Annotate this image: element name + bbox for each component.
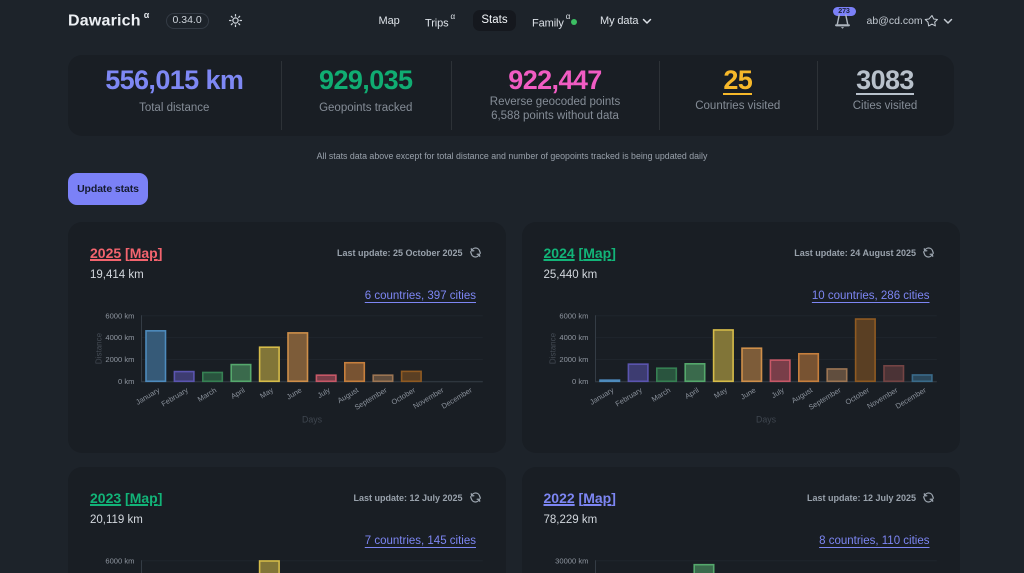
- svg-text:January: January: [134, 385, 161, 406]
- svg-text:Distance: Distance: [95, 332, 104, 364]
- svg-text:Distance: Distance: [548, 332, 557, 364]
- svg-text:February: February: [160, 385, 190, 408]
- svg-text:Days: Days: [755, 415, 776, 425]
- svg-text:6000 km: 6000 km: [559, 311, 588, 320]
- svg-text:4000 km: 4000 km: [559, 333, 588, 342]
- svg-text:April: April: [229, 385, 247, 401]
- svg-text:February: February: [613, 385, 643, 408]
- svg-text:July: July: [316, 385, 332, 400]
- svg-text:September: September: [353, 385, 389, 412]
- svg-text:June: June: [285, 385, 303, 401]
- svg-text:6000 km: 6000 km: [105, 556, 134, 565]
- svg-text:March: March: [196, 385, 218, 403]
- svg-text:May: May: [712, 385, 729, 400]
- svg-text:2000 km: 2000 km: [559, 355, 588, 364]
- svg-text:December: December: [893, 385, 927, 411]
- svg-text:June: June: [738, 385, 756, 401]
- svg-text:0 km: 0 km: [118, 377, 134, 386]
- svg-text:March: March: [649, 385, 671, 403]
- svg-text:November: November: [865, 385, 899, 411]
- svg-text:0 km: 0 km: [572, 377, 588, 386]
- svg-text:April: April: [683, 385, 701, 401]
- svg-text:September: September: [806, 385, 842, 412]
- svg-text:2000 km: 2000 km: [105, 355, 134, 364]
- svg-text:January: January: [588, 385, 615, 406]
- svg-text:May: May: [258, 385, 275, 400]
- svg-text:July: July: [769, 385, 785, 400]
- svg-text:Days: Days: [302, 415, 323, 425]
- svg-text:4000 km: 4000 km: [105, 333, 134, 342]
- svg-text:30000 km: 30000 km: [555, 556, 588, 565]
- svg-text:6000 km: 6000 km: [105, 311, 134, 320]
- svg-text:November: November: [411, 385, 445, 411]
- svg-text:December: December: [440, 385, 474, 411]
